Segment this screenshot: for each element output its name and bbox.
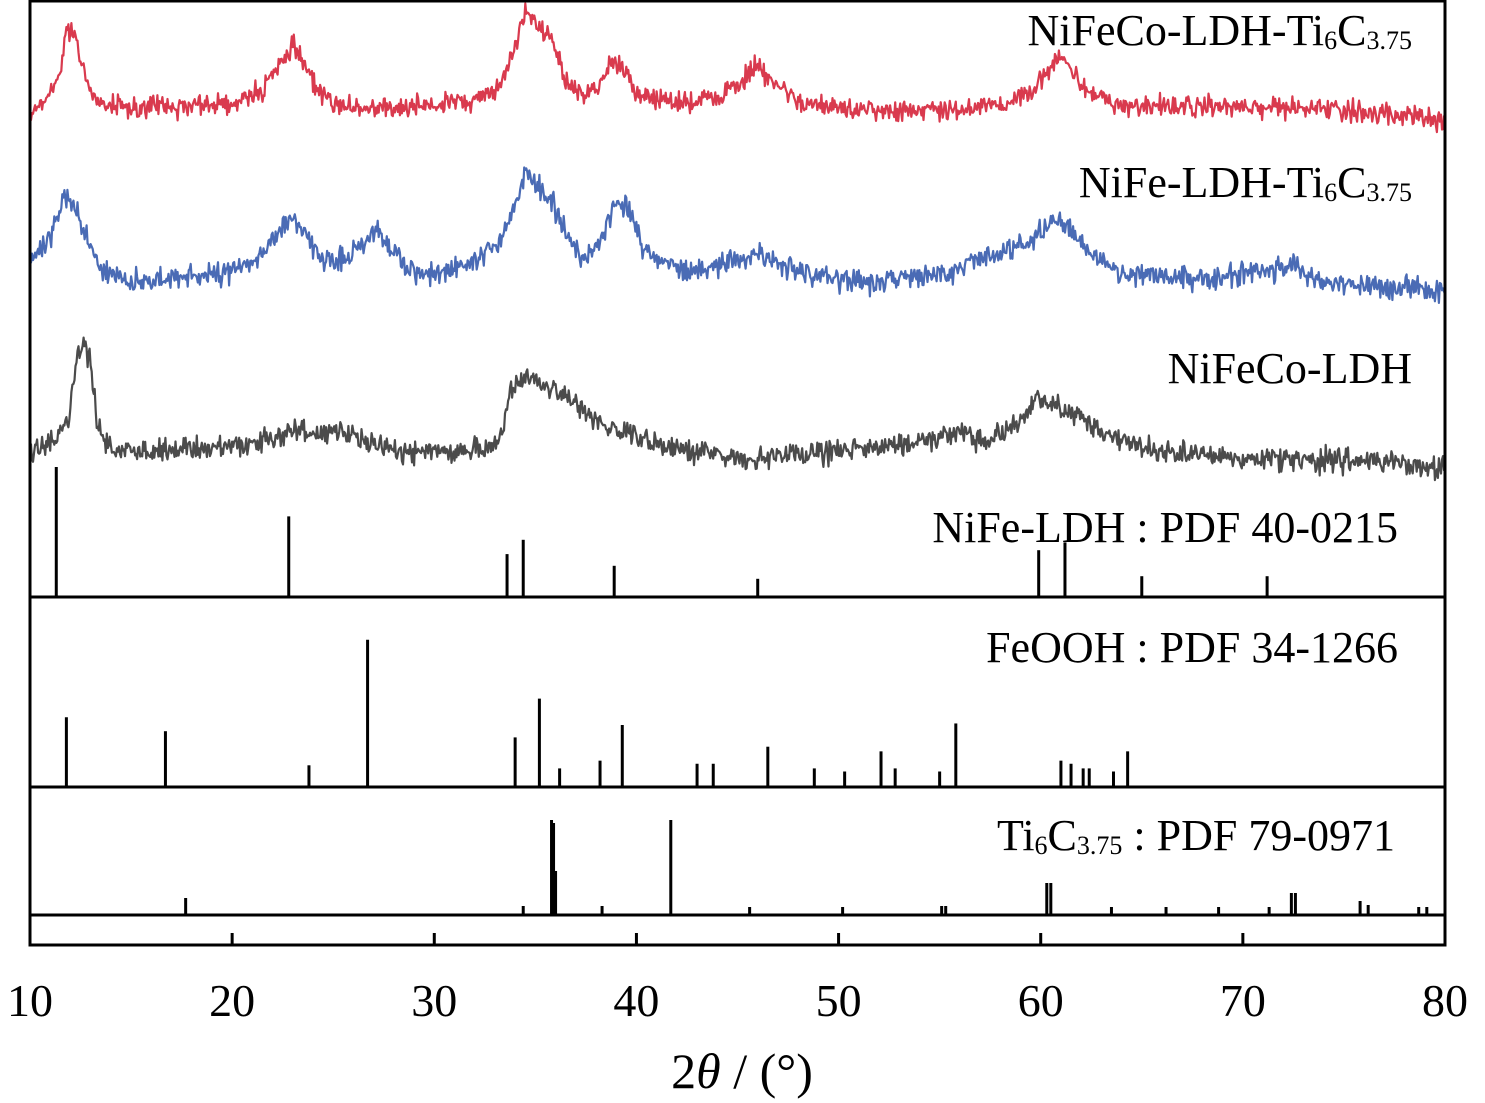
diffraction-traces xyxy=(28,2,1447,482)
plot-border xyxy=(28,0,1447,947)
x-tick-label-4: 50 xyxy=(816,975,862,1026)
ref-label-ti6c375: Ti6C3.75 : PDF 79-0971 xyxy=(997,811,1395,860)
trace-line-0 xyxy=(28,2,1447,134)
trace-line-1 xyxy=(29,166,1447,304)
x-tick-label-3: 40 xyxy=(613,975,659,1026)
ref-label-nife-ldh: NiFe-LDH : PDF 40-0215 xyxy=(932,503,1398,552)
series-label-nifeco-ldh-ti6c375: NiFeCo-LDH-Ti6C3.75 xyxy=(1028,6,1413,55)
x-tick-label-7: 80 xyxy=(1422,975,1468,1026)
ref-label-feooh: FeOOH : PDF 34-1266 xyxy=(986,623,1398,672)
trace-line-2 xyxy=(28,336,1446,482)
plot-frame xyxy=(28,0,1447,947)
x-tick-label-1: 20 xyxy=(209,975,255,1026)
x-tick-label-0: 10 xyxy=(7,975,53,1026)
series-label-nifeco-ldh: NiFeCo-LDH xyxy=(1168,344,1412,393)
x-axis-ticks: 10 20 30 40 50 60 70 80 xyxy=(7,933,1468,1026)
x-tick-label-5: 60 xyxy=(1018,975,1064,1026)
series-label-nife-ldh-ti6c375: NiFe-LDH-Ti6C3.75 xyxy=(1079,158,1412,207)
x-tick-label-6: 70 xyxy=(1220,975,1266,1026)
x-tick-label-2: 30 xyxy=(411,975,457,1026)
series-labels: NiFeCo-LDH-Ti6C3.75 NiFe-LDH-Ti6C3.75 NiFe… xyxy=(932,6,1412,860)
x-axis-label: 2θ / (°) xyxy=(671,1043,813,1099)
reference-patterns xyxy=(54,467,1429,915)
